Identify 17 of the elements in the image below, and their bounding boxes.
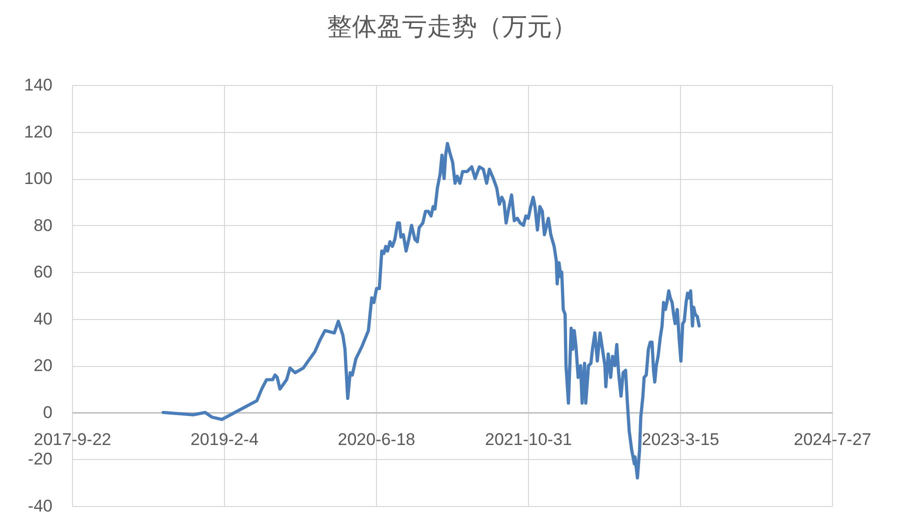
x-tick-label: 2020-6-18 [338, 430, 416, 449]
y-tick-label: 20 [34, 356, 52, 376]
x-tick-label: 2024-7-27 [794, 430, 872, 449]
y-tick-label: -40 [28, 496, 52, 516]
y-tick-label: 0 [43, 402, 52, 422]
x-tick-label: 2017-9-22 [34, 430, 112, 449]
y-tick-label: 40 [34, 309, 52, 328]
x-tick-label: 2021-10-31 [485, 430, 572, 449]
chart-title: 整体盈亏走势（万元） [327, 12, 577, 41]
y-tick-label: 100 [24, 169, 52, 188]
x-tick-label: 2023-3-15 [642, 430, 720, 449]
y-tick-label: 120 [24, 122, 52, 142]
y-tick-label: 140 [24, 76, 52, 94]
x-tick-label: 2019-2-4 [190, 430, 259, 449]
y-tick-label: 80 [34, 216, 52, 235]
y-tick-label: 60 [34, 262, 52, 282]
y-tick-label: -20 [28, 450, 52, 469]
